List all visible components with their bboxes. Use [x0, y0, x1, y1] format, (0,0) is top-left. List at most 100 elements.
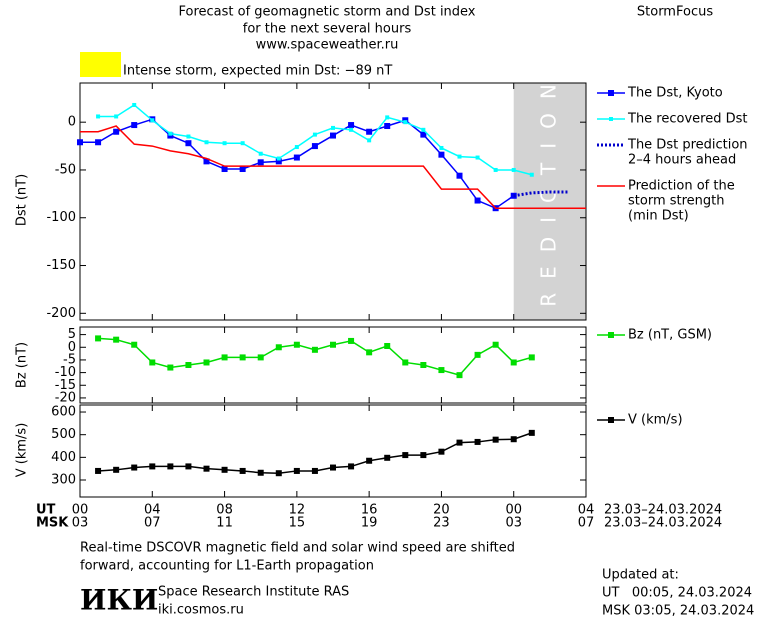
legend-marker — [608, 90, 614, 96]
marker — [438, 151, 445, 158]
x-tick-label-msk: 11 — [216, 516, 233, 531]
legend-label: The Dst, Kyoto — [627, 86, 723, 101]
marker — [311, 143, 318, 150]
y-axis-title: V (km/s) — [15, 423, 30, 478]
marker — [131, 464, 138, 471]
legend-marker — [609, 117, 613, 121]
marker — [77, 139, 83, 146]
site: iki.cosmos.ru — [158, 603, 244, 618]
marker — [257, 469, 264, 476]
x-tick-label: 00 — [505, 503, 522, 518]
y-tick-label: 300 — [51, 473, 76, 488]
updated: Updated at: — [602, 568, 679, 583]
x-tick-label-msk: 23 — [433, 516, 450, 531]
marker — [456, 372, 463, 379]
note: Real-time DSCOVR magnetic field and sola… — [80, 541, 515, 556]
panel-frame — [79, 404, 587, 498]
marker — [420, 452, 427, 459]
marker — [384, 454, 391, 461]
marker — [257, 159, 264, 166]
prediction-zone — [513, 83, 586, 320]
marker — [474, 438, 481, 445]
marker — [113, 128, 120, 135]
marker — [366, 128, 373, 135]
x-tick-label-msk: 19 — [361, 516, 378, 531]
y-tick-label: -150 — [46, 258, 76, 273]
marker — [439, 145, 444, 150]
panel-frame — [79, 326, 587, 404]
marker — [222, 141, 227, 146]
y-tick-label: -5 — [63, 352, 76, 367]
legend-label: storm strength — [628, 194, 725, 209]
legend-label: The Dst prediction — [627, 138, 748, 153]
marker — [168, 131, 173, 136]
marker — [113, 336, 120, 343]
marker — [258, 151, 263, 156]
institute: Space Research Institute RAS — [158, 585, 349, 600]
prediction-label: PREDICTION — [536, 70, 560, 333]
legend-label: The recovered Dst — [627, 112, 747, 127]
legend-label: V (km/s) — [628, 413, 683, 428]
marker — [366, 457, 373, 464]
marker — [293, 154, 300, 161]
title: Forecast of geomagnetic storm and Dst in… — [178, 5, 475, 20]
marker — [528, 429, 535, 436]
marker — [312, 132, 317, 137]
marker — [95, 139, 102, 146]
marker — [330, 132, 336, 139]
x-tick-label: 12 — [289, 503, 306, 518]
panel-frame — [79, 82, 587, 321]
marker — [367, 138, 372, 143]
series-line — [80, 125, 586, 209]
x-axis-dates: 23.03–24.03.2024 — [604, 503, 722, 518]
marker — [149, 359, 156, 366]
marker — [421, 127, 426, 132]
marker — [510, 359, 517, 366]
marker — [186, 134, 191, 139]
x-tick-label: 04 — [578, 503, 595, 518]
y-axis-title: Bz (nT) — [15, 342, 30, 388]
brand: StormFocus — [637, 5, 713, 20]
series-line — [80, 118, 515, 210]
y-tick-label: 500 — [51, 427, 76, 442]
marker — [204, 140, 209, 145]
marker — [311, 467, 318, 474]
y-tick-label: -50 — [55, 162, 76, 177]
series-line — [98, 432, 533, 474]
x-tick-label: 00 — [72, 503, 89, 518]
series-line — [513, 190, 568, 198]
marker — [96, 114, 101, 119]
marker — [529, 172, 534, 177]
marker — [438, 448, 445, 455]
marker — [474, 351, 481, 358]
series-line — [98, 104, 532, 176]
marker — [221, 354, 228, 361]
marker — [420, 131, 427, 138]
marker — [311, 346, 318, 353]
legend-label: Bz (nT, GSM) — [628, 328, 712, 343]
x-tick-label: 20 — [433, 503, 450, 518]
x-tick-label-msk: 07 — [144, 516, 161, 531]
marker — [349, 127, 354, 132]
marker — [131, 341, 138, 348]
marker — [492, 436, 499, 443]
y-tick-label: -200 — [46, 306, 76, 321]
marker — [203, 158, 210, 165]
x-tick-label: 16 — [361, 503, 378, 518]
marker — [366, 349, 373, 356]
marker — [493, 167, 498, 172]
marker — [167, 463, 174, 470]
x-tick-label-msk: 15 — [289, 516, 306, 531]
marker — [475, 155, 480, 160]
marker — [275, 344, 282, 351]
x-tick-label: 08 — [216, 503, 233, 518]
marker — [528, 354, 535, 361]
x-tick-label-msk: 03 — [72, 516, 89, 531]
subtitle: for the next several hours — [243, 22, 412, 37]
updated-ut: UT 00:05, 24.03.2024 — [602, 586, 752, 601]
marker — [276, 156, 281, 161]
marker — [149, 463, 156, 470]
logo: ИКИ — [80, 584, 158, 617]
marker — [420, 362, 427, 368]
marker — [95, 467, 102, 474]
